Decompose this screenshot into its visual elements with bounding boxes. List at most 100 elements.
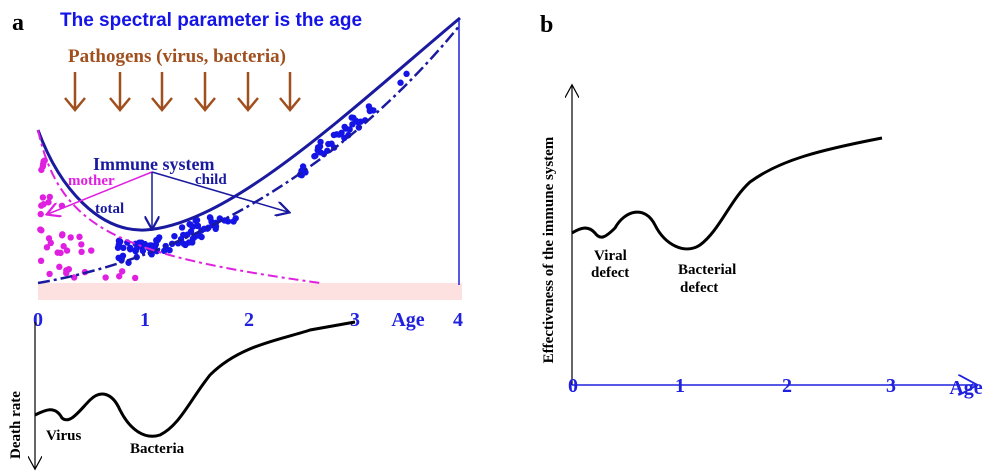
- pathogens-label: Pathogens (virus, bacteria): [68, 46, 286, 67]
- child-arrow: [151, 171, 288, 212]
- dot: [60, 243, 67, 250]
- dot: [125, 259, 132, 266]
- dot: [38, 227, 45, 234]
- mother-label: mother: [68, 173, 115, 189]
- y-label: Effectiveness of the immune system: [541, 136, 557, 363]
- panel-label: b: [540, 12, 553, 38]
- dot: [131, 274, 139, 282]
- dot: [350, 114, 357, 121]
- mother-curve: [37, 129, 321, 284]
- dot: [366, 105, 374, 113]
- pathogen-arrows: [64, 72, 301, 112]
- dot: [132, 240, 139, 248]
- tick-label: 3: [350, 309, 360, 331]
- dot: [58, 232, 66, 239]
- dot: [151, 243, 159, 250]
- dot: [354, 118, 362, 126]
- dot: [342, 125, 350, 132]
- dot: [189, 239, 196, 246]
- age-axis-b: 0 1 2 3 Age: [568, 375, 983, 399]
- dot: [166, 246, 173, 254]
- dot: [338, 129, 345, 137]
- dot: [141, 240, 149, 248]
- dot: [221, 217, 228, 224]
- mother-arrow: [48, 171, 153, 214]
- age-label: Age: [391, 309, 424, 331]
- dot: [56, 263, 63, 271]
- dot: [43, 244, 51, 251]
- child-curve: [37, 24, 461, 285]
- dot: [63, 269, 70, 277]
- dot: [171, 232, 178, 240]
- panel-label: a: [12, 10, 24, 36]
- dot: [397, 79, 404, 86]
- dot: [39, 160, 47, 168]
- dot: [317, 149, 324, 156]
- dot: [208, 218, 215, 225]
- dot: [37, 210, 44, 218]
- dot: [78, 241, 85, 248]
- dot: [63, 247, 71, 254]
- dot: [161, 247, 168, 255]
- tick-label: 2: [782, 375, 792, 397]
- dot: [180, 231, 187, 239]
- tick-label: 0: [33, 309, 43, 331]
- total-label: total: [95, 201, 124, 217]
- effectiveness-curve: [571, 136, 883, 251]
- dot: [76, 233, 83, 241]
- dot: [314, 144, 322, 151]
- tick-label: 1: [675, 375, 685, 397]
- dot: [232, 215, 239, 222]
- dot: [67, 234, 74, 241]
- age-label: Age: [949, 377, 982, 399]
- dot: [341, 134, 348, 142]
- dot: [178, 224, 186, 231]
- dot: [102, 274, 109, 281]
- dot: [403, 70, 410, 78]
- viral-label: Viral: [594, 248, 627, 264]
- dot: [116, 273, 123, 280]
- death-curve: [34, 320, 356, 438]
- dot: [47, 239, 54, 247]
- dot: [39, 194, 47, 201]
- dot: [120, 244, 127, 252]
- title: The spectral parameter is the age: [60, 10, 362, 31]
- viral-label: defect: [591, 265, 629, 281]
- tick-label: 2: [244, 309, 254, 331]
- dot: [132, 248, 139, 255]
- death-label: Death rate: [8, 391, 24, 459]
- age-axis-a: 0 1 2 3 Age 4: [33, 309, 463, 331]
- dot: [299, 163, 307, 170]
- bacterial-label: defect: [680, 280, 718, 296]
- dot: [180, 240, 188, 248]
- dot: [88, 247, 95, 254]
- dot: [189, 223, 196, 231]
- dot: [311, 153, 318, 160]
- dot: [302, 169, 309, 176]
- tick-label: 0: [568, 375, 578, 397]
- dot: [116, 239, 123, 246]
- total-curve: [36, 16, 461, 232]
- dot: [45, 199, 52, 206]
- dot: [194, 222, 202, 230]
- band: [38, 283, 462, 300]
- dot: [118, 268, 126, 275]
- bacteria-label: Bacteria: [130, 441, 185, 457]
- tick-label: 4: [453, 309, 463, 331]
- tick-label: 3: [886, 375, 896, 397]
- bacterial-label: Bacterial: [678, 262, 736, 278]
- dot: [37, 257, 45, 265]
- dot: [324, 147, 331, 154]
- dot: [78, 248, 85, 256]
- tick-label: 1: [140, 309, 150, 331]
- immune-label: Immune system: [93, 154, 215, 174]
- dot: [115, 254, 122, 262]
- dot: [192, 217, 199, 224]
- dot: [198, 233, 205, 241]
- dot: [57, 249, 64, 257]
- dot: [70, 274, 78, 281]
- dot: [126, 244, 134, 252]
- dot: [38, 166, 45, 174]
- child-label: child: [195, 172, 227, 188]
